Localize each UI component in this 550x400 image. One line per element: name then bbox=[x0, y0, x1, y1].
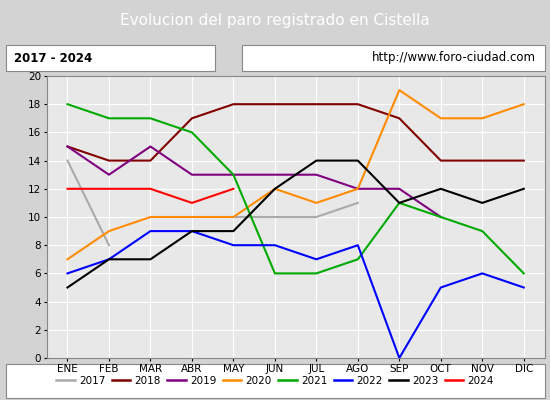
Text: http://www.foro-ciudad.com: http://www.foro-ciudad.com bbox=[372, 52, 536, 64]
Text: Evolucion del paro registrado en Cistella: Evolucion del paro registrado en Cistell… bbox=[120, 14, 430, 28]
FancyBboxPatch shape bbox=[6, 364, 544, 398]
Text: 2017 - 2024: 2017 - 2024 bbox=[14, 52, 92, 64]
Legend: 2017, 2018, 2019, 2020, 2021, 2022, 2023, 2024: 2017, 2018, 2019, 2020, 2021, 2022, 2023… bbox=[52, 372, 498, 390]
FancyBboxPatch shape bbox=[242, 44, 544, 72]
FancyBboxPatch shape bbox=[6, 44, 214, 72]
